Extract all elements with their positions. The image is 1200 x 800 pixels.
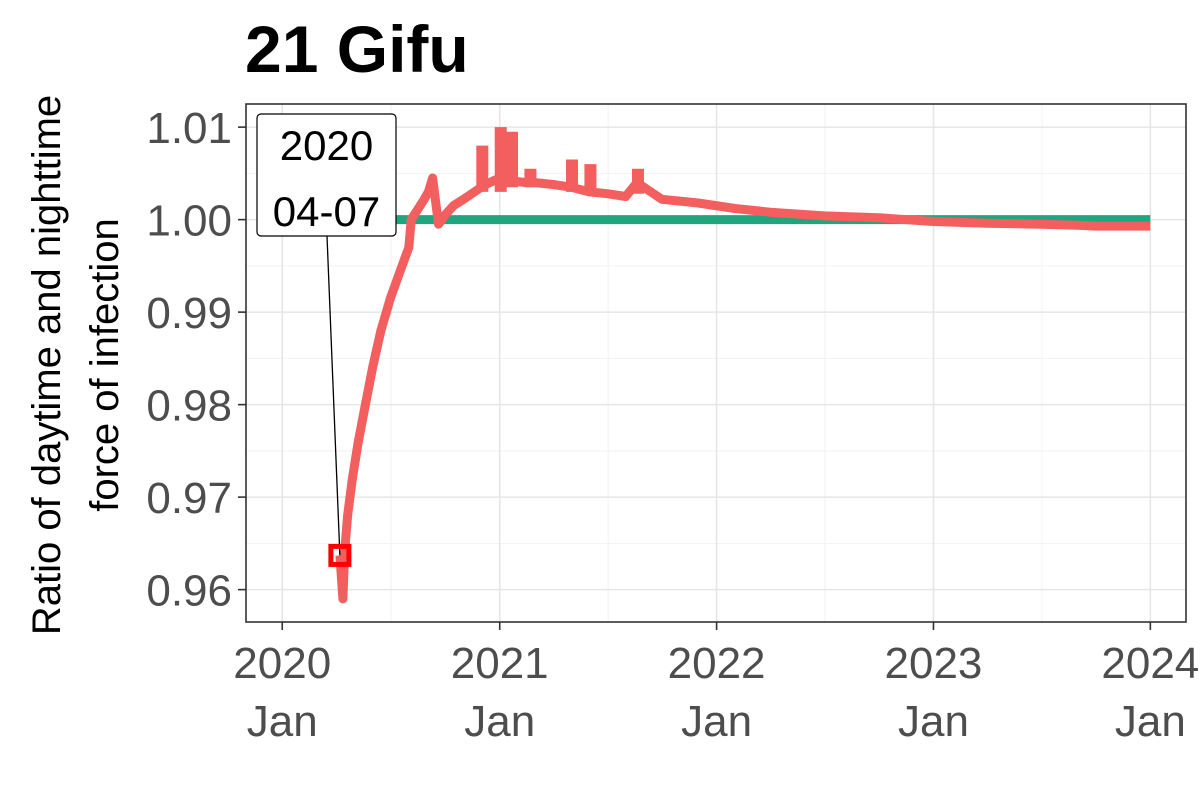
highlight-marker (328, 543, 352, 567)
x-tick-label-month: Jan (898, 697, 969, 746)
x-tick-label-month: Jan (1115, 697, 1186, 746)
y-tick-label: 0.98 (146, 382, 232, 431)
y-tick-label: 0.97 (146, 474, 232, 523)
x-tick-label-year: 2022 (668, 639, 766, 688)
y-tick-label: 0.99 (146, 289, 232, 338)
callout-date-monthday: 04-07 (273, 188, 380, 235)
series-spike (524, 168, 537, 188)
x-tick-label-year: 2020 (233, 639, 331, 688)
y-axis-title-line-2: force of infection (83, 218, 127, 512)
series-line-2 (335, 173, 1151, 604)
series-spike (494, 127, 507, 192)
y-tick-label: 1.01 (146, 104, 232, 153)
series-spike (584, 164, 597, 194)
x-tick-label-month: Jan (247, 697, 318, 746)
x-axis-ticks: 2020 Jan 2021 Jan 2022 Jan 2023 Jan 2024 Jan (233, 622, 1199, 746)
x-tick-label-month: Jan (464, 697, 535, 746)
series-spike (566, 159, 579, 192)
y-axis-title-line-1: Ratio of daytime and nighttime (25, 95, 69, 635)
series-layer (335, 127, 1151, 604)
y-axis-title: Ratio of daytime and nighttime force of … (25, 95, 127, 635)
date-callout: 2020 04-07 (256, 113, 397, 567)
y-tick-label: 0.96 (146, 567, 232, 616)
series-spike (476, 145, 489, 192)
series-spike (506, 131, 519, 188)
callout-date-year: 2020 (280, 122, 373, 169)
y-axis-ticks: 0.96 0.97 0.98 0.99 1.00 1.01 (146, 104, 246, 616)
x-tick-label-year: 2024 (1101, 639, 1199, 688)
callout-box (256, 113, 397, 237)
callout-leader-line (326, 235, 341, 556)
x-tick-label-month: Jan (681, 697, 752, 746)
x-tick-label-year: 2021 (451, 639, 549, 688)
series-spike (631, 168, 644, 194)
y-tick-label: 1.00 (146, 197, 232, 246)
chart-title: 21 Gifu (245, 12, 469, 86)
x-tick-label-year: 2023 (885, 639, 983, 688)
